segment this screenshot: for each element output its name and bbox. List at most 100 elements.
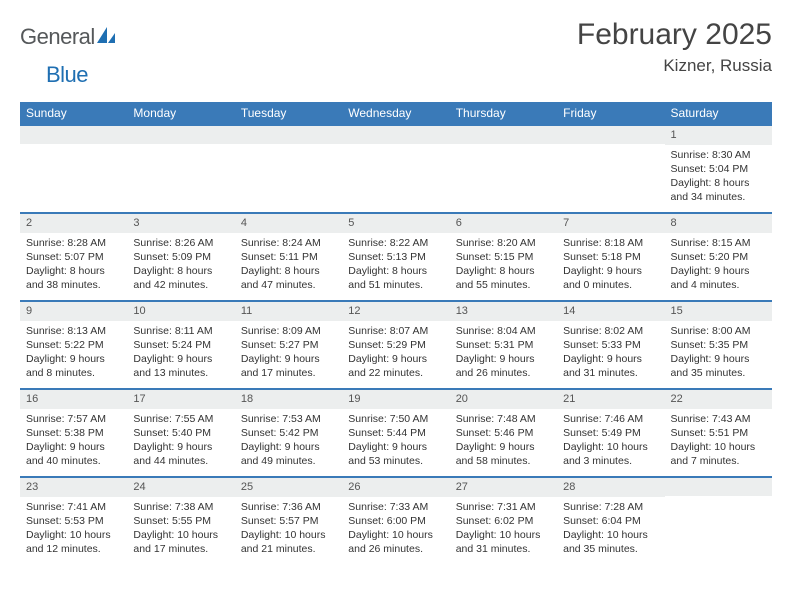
sunrise-line: Sunrise: 8:26 AM	[133, 236, 228, 250]
sunset-line: Sunset: 6:02 PM	[456, 514, 551, 528]
calendar-day-cell: 21Sunrise: 7:46 AMSunset: 5:49 PMDayligh…	[557, 389, 664, 477]
weekday-header: Sunday	[20, 102, 127, 125]
sunset-line: Sunset: 5:20 PM	[671, 250, 766, 264]
day-data: Sunrise: 7:43 AMSunset: 5:51 PMDaylight:…	[665, 409, 772, 473]
sunrise-line: Sunrise: 8:07 AM	[348, 324, 443, 338]
calendar-day-cell: 28Sunrise: 7:28 AMSunset: 6:04 PMDayligh…	[557, 477, 664, 565]
day-number: 16	[20, 390, 127, 409]
calendar-week-row: 1Sunrise: 8:30 AMSunset: 5:04 PMDaylight…	[20, 125, 772, 213]
sunrise-line: Sunrise: 7:38 AM	[133, 500, 228, 514]
sunrise-line: Sunrise: 7:46 AM	[563, 412, 658, 426]
day-data: Sunrise: 8:07 AMSunset: 5:29 PMDaylight:…	[342, 321, 449, 385]
calendar-day-cell: 20Sunrise: 7:48 AMSunset: 5:46 PMDayligh…	[450, 389, 557, 477]
day-number-bar	[665, 478, 772, 496]
calendar-day-cell: 13Sunrise: 8:04 AMSunset: 5:31 PMDayligh…	[450, 301, 557, 389]
weekday-header: Saturday	[665, 102, 772, 125]
calendar-day-cell: 18Sunrise: 7:53 AMSunset: 5:42 PMDayligh…	[235, 389, 342, 477]
daylight-line: Daylight: 8 hours and 47 minutes.	[241, 264, 336, 292]
day-number: 1	[665, 126, 772, 145]
calendar-day-cell: 9Sunrise: 8:13 AMSunset: 5:22 PMDaylight…	[20, 301, 127, 389]
day-data: Sunrise: 7:36 AMSunset: 5:57 PMDaylight:…	[235, 497, 342, 561]
calendar-day-cell	[20, 125, 127, 213]
brand-sail-icon	[95, 25, 117, 50]
sunset-line: Sunset: 5:04 PM	[671, 162, 766, 176]
sunset-line: Sunset: 6:04 PM	[563, 514, 658, 528]
calendar-day-cell	[342, 125, 449, 213]
day-number: 9	[20, 302, 127, 321]
day-number-bar	[127, 126, 234, 144]
calendar-day-cell: 19Sunrise: 7:50 AMSunset: 5:44 PMDayligh…	[342, 389, 449, 477]
calendar-day-cell: 24Sunrise: 7:38 AMSunset: 5:55 PMDayligh…	[127, 477, 234, 565]
daylight-line: Daylight: 9 hours and 35 minutes.	[671, 352, 766, 380]
daylight-line: Daylight: 9 hours and 44 minutes.	[133, 440, 228, 468]
sunrise-line: Sunrise: 8:28 AM	[26, 236, 121, 250]
day-number: 19	[342, 390, 449, 409]
sunrise-line: Sunrise: 8:22 AM	[348, 236, 443, 250]
weekday-header: Monday	[127, 102, 234, 125]
sunset-line: Sunset: 5:49 PM	[563, 426, 658, 440]
sunrise-line: Sunrise: 7:50 AM	[348, 412, 443, 426]
weekday-header: Wednesday	[342, 102, 449, 125]
calendar-day-cell	[235, 125, 342, 213]
sunset-line: Sunset: 6:00 PM	[348, 514, 443, 528]
calendar-day-cell: 14Sunrise: 8:02 AMSunset: 5:33 PMDayligh…	[557, 301, 664, 389]
day-data: Sunrise: 8:11 AMSunset: 5:24 PMDaylight:…	[127, 321, 234, 385]
sunset-line: Sunset: 5:31 PM	[456, 338, 551, 352]
day-number: 22	[665, 390, 772, 409]
sunset-line: Sunset: 5:33 PM	[563, 338, 658, 352]
sunset-line: Sunset: 5:22 PM	[26, 338, 121, 352]
day-data: Sunrise: 7:41 AMSunset: 5:53 PMDaylight:…	[20, 497, 127, 561]
day-data: Sunrise: 8:20 AMSunset: 5:15 PMDaylight:…	[450, 233, 557, 297]
daylight-line: Daylight: 9 hours and 0 minutes.	[563, 264, 658, 292]
day-data: Sunrise: 7:55 AMSunset: 5:40 PMDaylight:…	[127, 409, 234, 473]
sunset-line: Sunset: 5:13 PM	[348, 250, 443, 264]
day-number: 12	[342, 302, 449, 321]
calendar-day-cell	[665, 477, 772, 565]
calendar-day-cell: 17Sunrise: 7:55 AMSunset: 5:40 PMDayligh…	[127, 389, 234, 477]
day-data: Sunrise: 7:38 AMSunset: 5:55 PMDaylight:…	[127, 497, 234, 561]
month-title: February 2025	[577, 18, 772, 52]
calendar-day-cell: 23Sunrise: 7:41 AMSunset: 5:53 PMDayligh…	[20, 477, 127, 565]
day-data: Sunrise: 7:48 AMSunset: 5:46 PMDaylight:…	[450, 409, 557, 473]
daylight-line: Daylight: 9 hours and 4 minutes.	[671, 264, 766, 292]
day-number: 6	[450, 214, 557, 233]
calendar-day-cell	[557, 125, 664, 213]
day-data: Sunrise: 8:22 AMSunset: 5:13 PMDaylight:…	[342, 233, 449, 297]
daylight-line: Daylight: 9 hours and 8 minutes.	[26, 352, 121, 380]
daylight-line: Daylight: 8 hours and 55 minutes.	[456, 264, 551, 292]
day-number: 2	[20, 214, 127, 233]
day-data: Sunrise: 8:28 AMSunset: 5:07 PMDaylight:…	[20, 233, 127, 297]
weekday-header: Tuesday	[235, 102, 342, 125]
sunrise-line: Sunrise: 8:18 AM	[563, 236, 658, 250]
sunset-line: Sunset: 5:29 PM	[348, 338, 443, 352]
calendar-week-row: 23Sunrise: 7:41 AMSunset: 5:53 PMDayligh…	[20, 477, 772, 565]
sunrise-line: Sunrise: 8:09 AM	[241, 324, 336, 338]
daylight-line: Daylight: 8 hours and 38 minutes.	[26, 264, 121, 292]
calendar-day-cell	[127, 125, 234, 213]
sunrise-line: Sunrise: 7:31 AM	[456, 500, 551, 514]
day-number-bar	[450, 126, 557, 144]
calendar-day-cell: 27Sunrise: 7:31 AMSunset: 6:02 PMDayligh…	[450, 477, 557, 565]
sunrise-line: Sunrise: 8:11 AM	[133, 324, 228, 338]
day-number: 8	[665, 214, 772, 233]
daylight-line: Daylight: 10 hours and 26 minutes.	[348, 528, 443, 556]
day-data: Sunrise: 8:00 AMSunset: 5:35 PMDaylight:…	[665, 321, 772, 385]
sunset-line: Sunset: 5:46 PM	[456, 426, 551, 440]
day-data: Sunrise: 7:46 AMSunset: 5:49 PMDaylight:…	[557, 409, 664, 473]
daylight-line: Daylight: 9 hours and 22 minutes.	[348, 352, 443, 380]
daylight-line: Daylight: 10 hours and 7 minutes.	[671, 440, 766, 468]
weekday-row: SundayMondayTuesdayWednesdayThursdayFrid…	[20, 102, 772, 125]
calendar-day-cell: 25Sunrise: 7:36 AMSunset: 5:57 PMDayligh…	[235, 477, 342, 565]
day-number: 4	[235, 214, 342, 233]
calendar-day-cell: 5Sunrise: 8:22 AMSunset: 5:13 PMDaylight…	[342, 213, 449, 301]
daylight-line: Daylight: 8 hours and 42 minutes.	[133, 264, 228, 292]
brand-name-2: Blue	[20, 62, 88, 88]
sunrise-line: Sunrise: 7:55 AM	[133, 412, 228, 426]
day-number: 15	[665, 302, 772, 321]
sunset-line: Sunset: 5:55 PM	[133, 514, 228, 528]
sunset-line: Sunset: 5:18 PM	[563, 250, 658, 264]
sunset-line: Sunset: 5:42 PM	[241, 426, 336, 440]
calendar-day-cell: 4Sunrise: 8:24 AMSunset: 5:11 PMDaylight…	[235, 213, 342, 301]
calendar-day-cell: 26Sunrise: 7:33 AMSunset: 6:00 PMDayligh…	[342, 477, 449, 565]
daylight-line: Daylight: 10 hours and 31 minutes.	[456, 528, 551, 556]
